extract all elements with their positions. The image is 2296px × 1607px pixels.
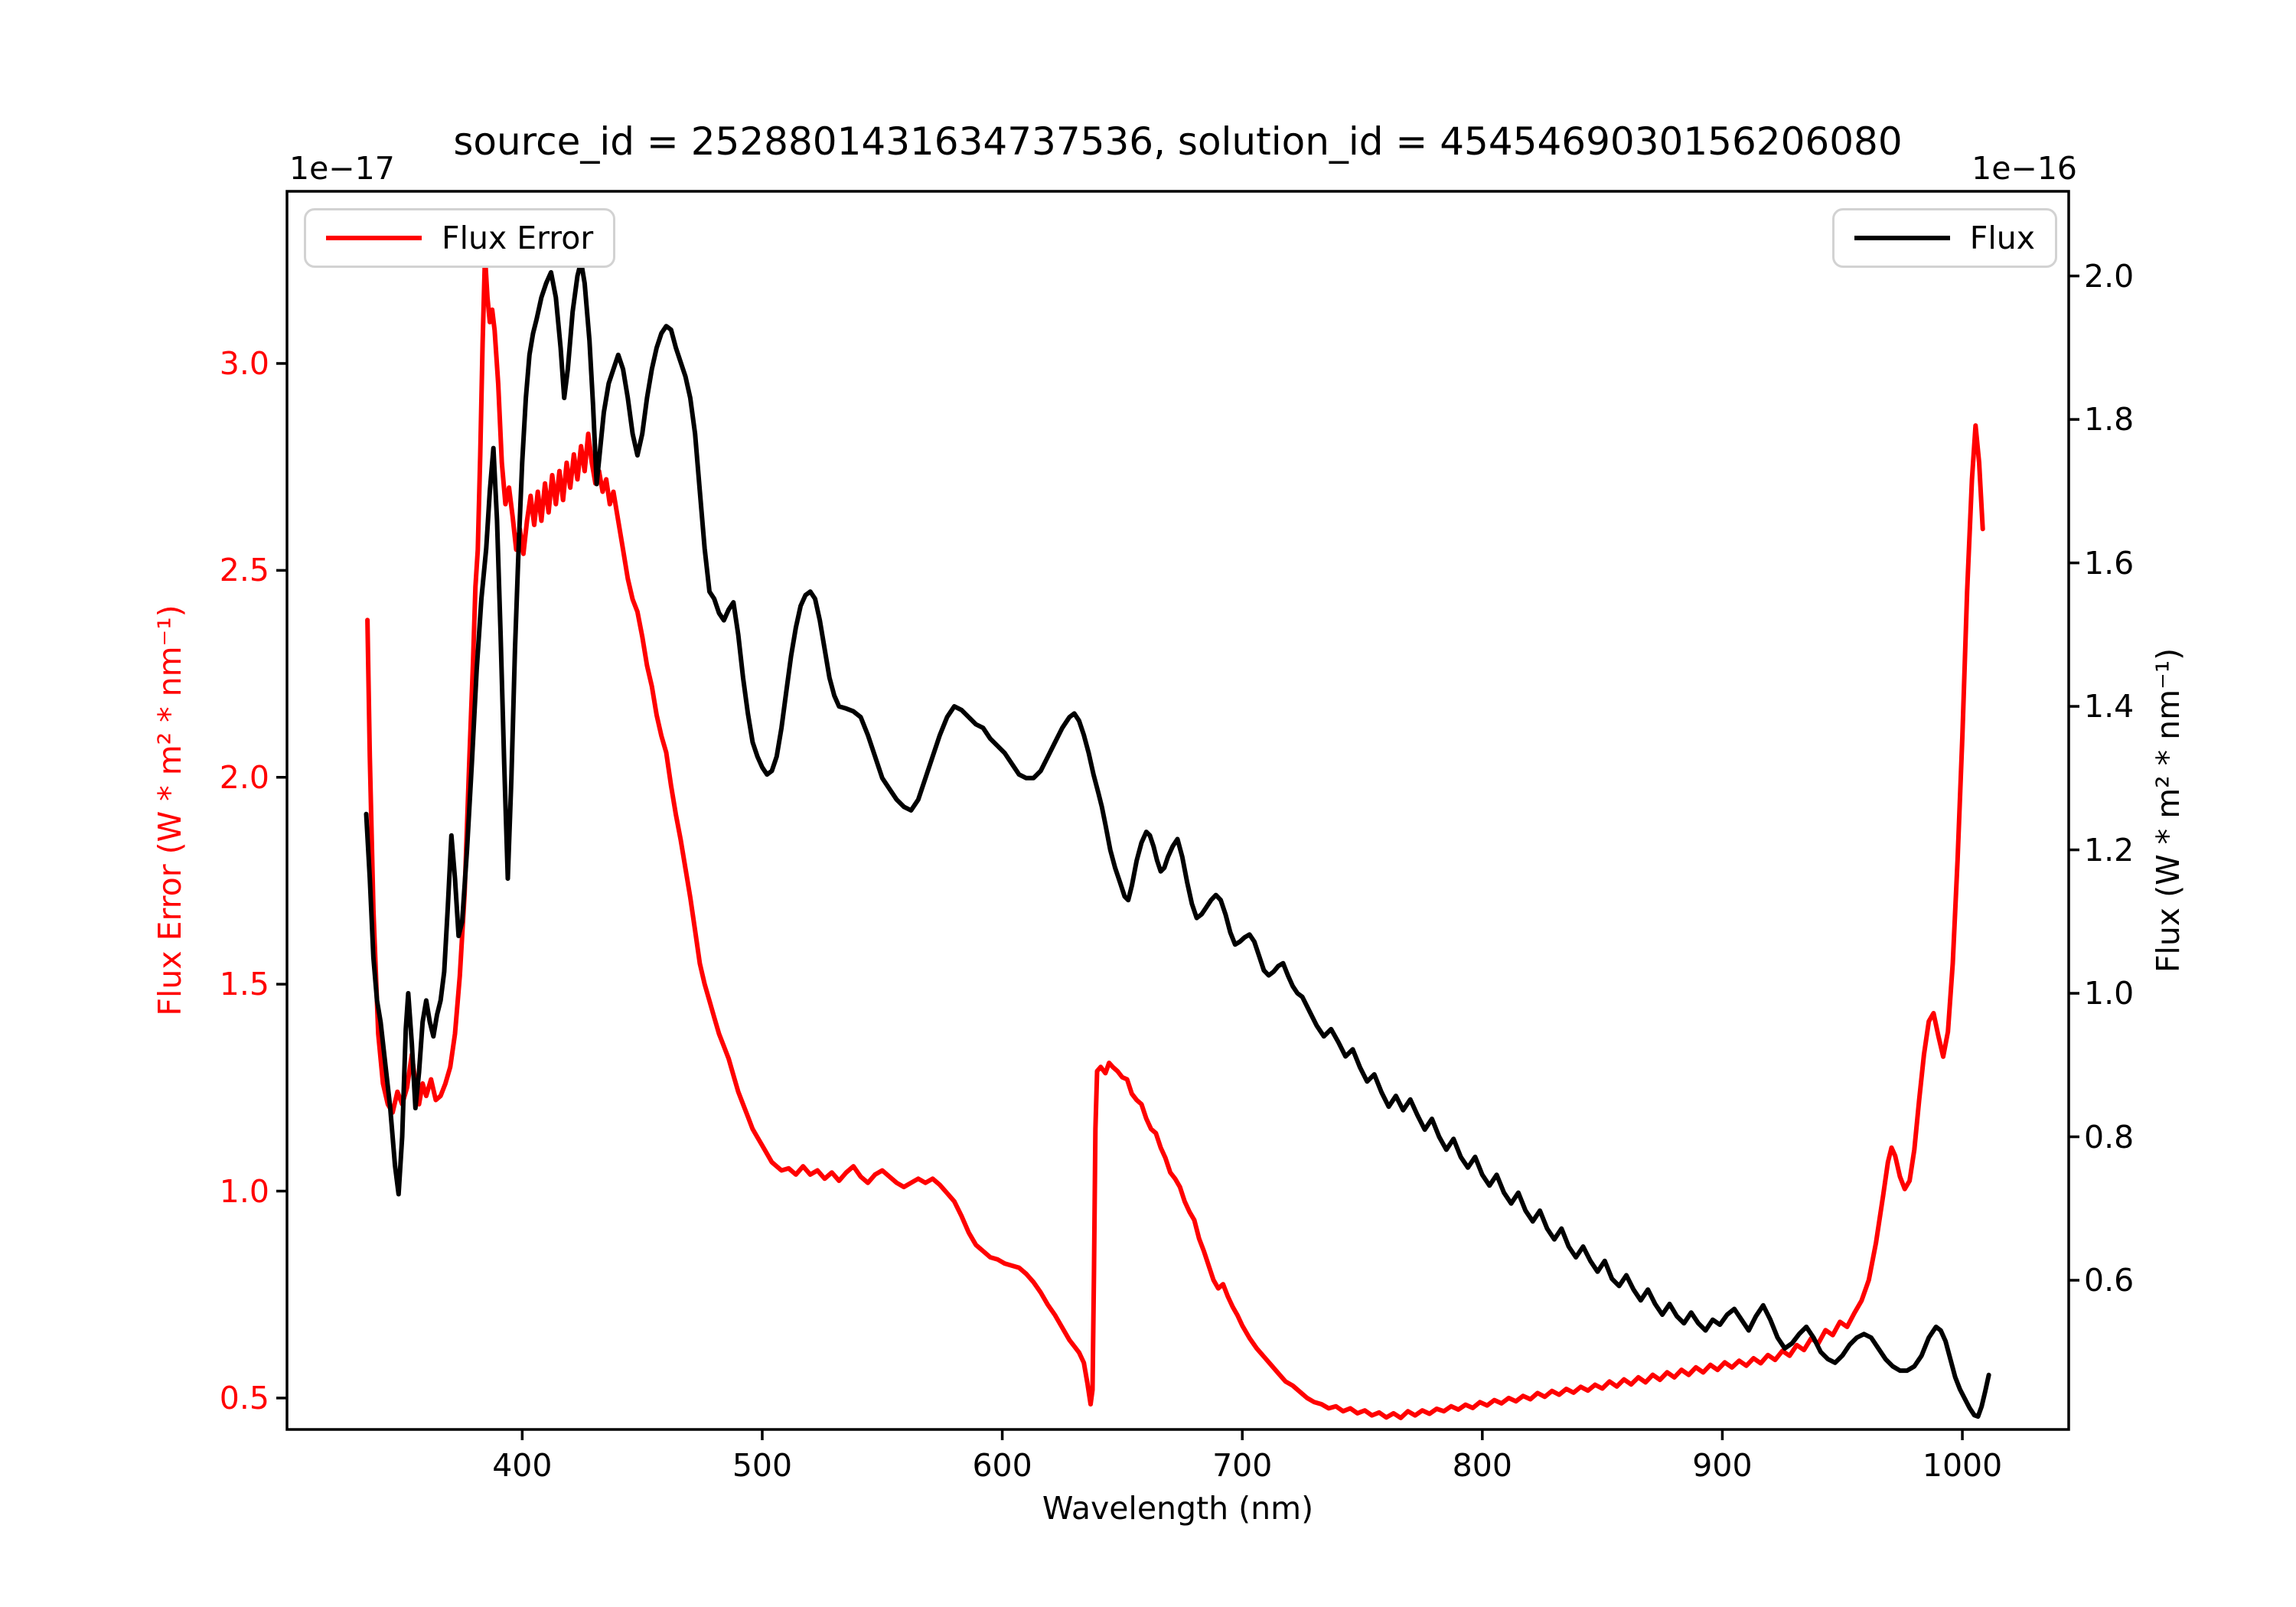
legend-flux: Flux — [1831, 208, 2057, 268]
right-tick-label: 1.8 — [2084, 401, 2135, 438]
left-axis-offset-text: 1e−17 — [289, 150, 395, 187]
x-tick-label: 1000 — [1922, 1447, 2003, 1484]
legend-flux-label: Flux — [1969, 220, 2035, 256]
plot-title: source_id = 2528801431634737536, solutio… — [453, 119, 1903, 164]
right-tick-label: 1.2 — [2084, 831, 2135, 869]
left-axis-label: Flux Error (W * m² * nm⁻¹) — [152, 605, 188, 1016]
curve-flux — [364, 259, 1991, 1420]
curve-flux-error — [365, 253, 1985, 1420]
right-tick-label: 0.6 — [2084, 1262, 2135, 1299]
flux-line-swatch — [1854, 236, 1950, 240]
x-tick-label: 500 — [732, 1447, 793, 1484]
right-axis-offset-text: 1e−16 — [1971, 150, 2077, 187]
legend-flux-error-label: Flux Error — [442, 220, 594, 256]
left-tick-label: 2.5 — [219, 552, 269, 589]
right-tick-label: 2.0 — [2084, 257, 2135, 295]
axes-spines — [285, 190, 2070, 1431]
x-tick-label: 800 — [1452, 1447, 1512, 1484]
right-tick-label: 1.4 — [2084, 688, 2135, 725]
x-tick-label: 900 — [1692, 1447, 1753, 1484]
right-tick-label: 1.0 — [2084, 975, 2135, 1012]
left-tick-label: 1.5 — [219, 966, 269, 1003]
left-tick-label: 1.0 — [219, 1172, 269, 1210]
legend-flux-error: Flux Error — [304, 208, 616, 268]
left-tick-label: 2.0 — [219, 758, 269, 796]
flux-error-line-swatch — [326, 236, 422, 240]
left-tick-label: 3.0 — [219, 344, 269, 382]
x-tick-label: 700 — [1212, 1447, 1273, 1484]
x-axis-label: Wavelength (nm) — [1042, 1490, 1314, 1527]
x-tick-label: 400 — [492, 1447, 553, 1484]
x-tick-label: 600 — [972, 1447, 1032, 1484]
left-tick-label: 0.5 — [219, 1379, 269, 1416]
right-tick-label: 1.6 — [2084, 544, 2135, 582]
right-tick-label: 0.8 — [2084, 1118, 2135, 1156]
